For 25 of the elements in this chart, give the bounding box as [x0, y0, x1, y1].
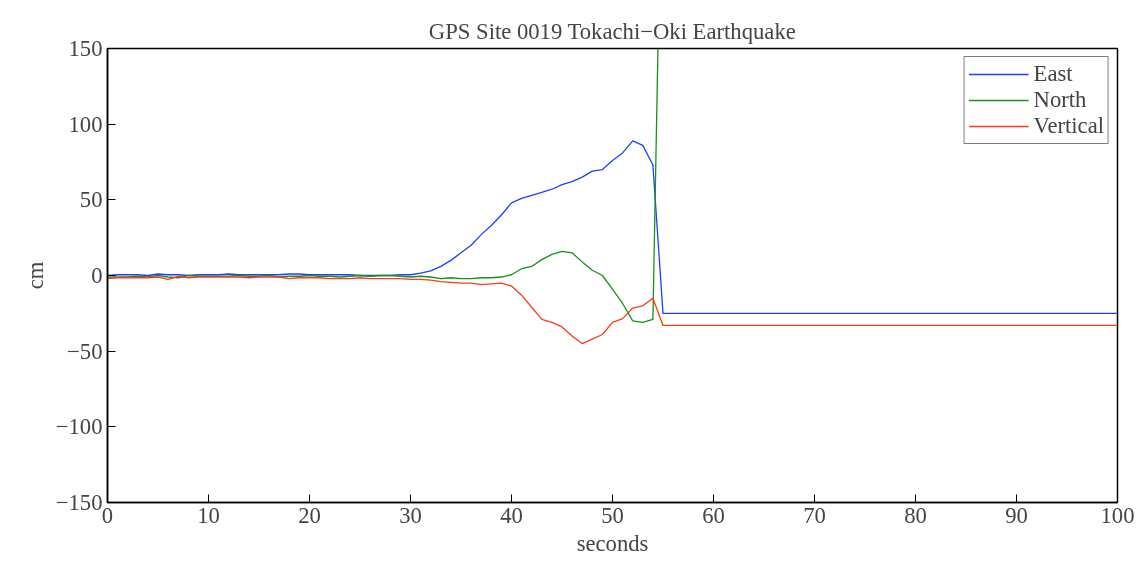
x-tick-label: 10: [197, 502, 220, 528]
x-tick-label: 20: [298, 502, 321, 528]
chart-title: GPS Site 0019 Tokachi−Oki Earthquake: [428, 18, 796, 44]
x-tick-label: 50: [601, 502, 624, 528]
legend-label: East: [1033, 61, 1073, 87]
x-tick-label: 90: [1005, 502, 1028, 528]
x-tick-label: 60: [702, 502, 725, 528]
x-tick-label: 100: [1100, 502, 1135, 528]
y-tick-label: 100: [68, 111, 103, 137]
x-tick-label: 70: [803, 502, 826, 528]
x-tick-label: 40: [500, 502, 523, 528]
y-tick-label: 150: [68, 36, 103, 61]
y-tick-label: 0: [91, 263, 103, 288]
y-tick-label: −100: [55, 414, 103, 440]
y-tick-label: 50: [79, 187, 103, 213]
legend-label: North: [1033, 87, 1087, 113]
line-series: [107, 275, 1118, 345]
legend-label: Vertical: [1033, 113, 1104, 139]
x-axis-title: seconds: [576, 530, 649, 556]
y-axis-title: cm: [22, 261, 48, 290]
y-tick-label: −50: [67, 338, 103, 364]
x-tick-label: 80: [904, 502, 927, 528]
x-tick-label: 30: [399, 502, 422, 528]
line-series: [107, 48, 659, 324]
y-tick-label: −150: [55, 490, 103, 515]
